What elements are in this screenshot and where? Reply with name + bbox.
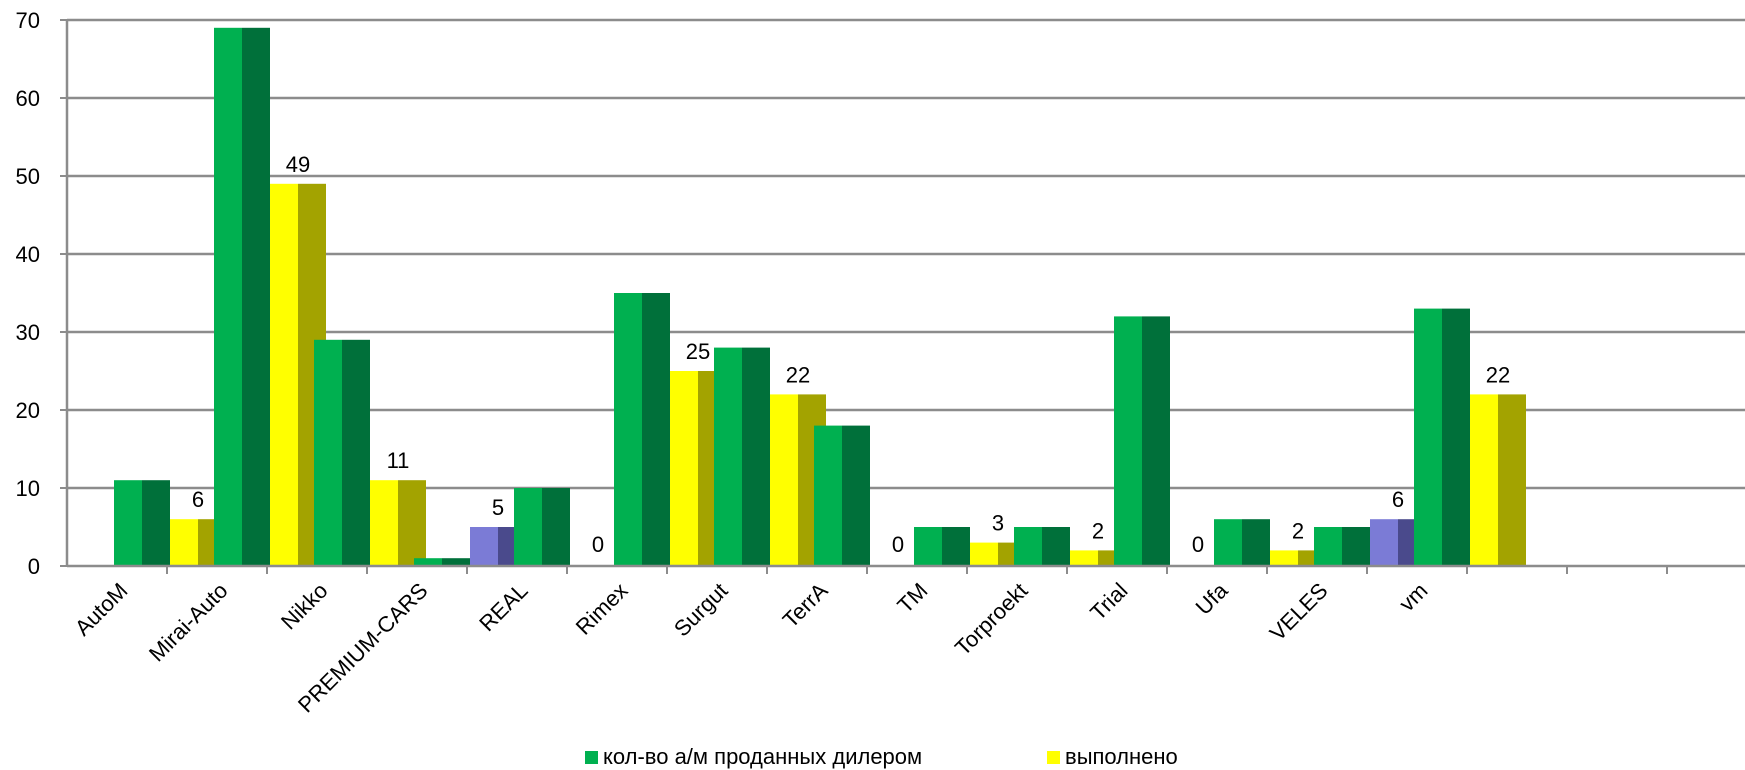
- x-tick-label: vm: [1394, 578, 1432, 616]
- bar-series-1-shade: [1242, 519, 1270, 566]
- bar-series-1-shade: [342, 339, 370, 566]
- x-tick-label: Torproekt: [950, 578, 1033, 661]
- legend: кол-во а/м проданных дилером выполнено: [0, 744, 1745, 770]
- bar-series-2-shade: [398, 480, 426, 566]
- legend-label-series-1: кол-во а/м проданных дилером: [603, 744, 923, 769]
- x-tick-label: VELES: [1265, 578, 1333, 646]
- bar-series-1: [1014, 527, 1042, 566]
- bar-series-1-shade: [642, 293, 670, 566]
- bar-series-2: [470, 527, 498, 566]
- bar-series-2: [1470, 394, 1498, 566]
- data-label: 6: [1392, 487, 1404, 512]
- y-tick-label: 70: [16, 8, 40, 33]
- x-tick-label: REAL: [474, 578, 532, 636]
- bar-series-2: [370, 480, 398, 566]
- bar-series-1: [114, 480, 142, 566]
- data-label: 49: [286, 152, 310, 177]
- y-tick-label: 30: [16, 320, 40, 345]
- legend-swatch-series-2: [1047, 750, 1060, 764]
- legend-item-series-1: кол-во а/м проданных дилером: [585, 744, 922, 770]
- x-tick-label: Ufa: [1191, 577, 1233, 619]
- bar-series-2: [970, 542, 998, 566]
- legend-swatch-series-1: [585, 750, 598, 764]
- x-tick-label: Surgut: [669, 578, 733, 642]
- data-label: 22: [786, 362, 810, 387]
- x-tick-label: Nikko: [276, 578, 333, 635]
- bar-series-1-shade: [142, 480, 170, 566]
- bar-series-1: [1414, 308, 1442, 566]
- bar-series-1: [814, 425, 842, 566]
- x-tick-label: Trial: [1085, 578, 1132, 625]
- bar-series-1: [914, 527, 942, 566]
- bar-series-1-shade: [742, 347, 770, 566]
- bar-series-1-shade: [1442, 308, 1470, 566]
- data-label: 0: [892, 532, 904, 557]
- bar-series-2: [270, 183, 298, 567]
- data-label: 25: [686, 339, 710, 364]
- bar-series-1: [514, 488, 542, 566]
- bar-series-1: [314, 339, 342, 566]
- data-labels: 6 49 11 5 0 25 22 0 3 2 0 2 6 22: [192, 152, 1510, 557]
- bar-series-1: [1214, 519, 1242, 566]
- data-label: 11: [387, 448, 410, 473]
- data-label: 6: [192, 487, 204, 512]
- y-tick-label: 10: [16, 476, 40, 501]
- legend-label-series-2: выполнено: [1065, 744, 1178, 769]
- bar-series-2: [770, 394, 798, 566]
- bar-series-1-shade: [942, 527, 970, 566]
- bar-series-1: [1114, 316, 1142, 566]
- data-label: 3: [992, 511, 1004, 536]
- bar-series-2: [170, 519, 198, 566]
- y-tick-label: 0: [28, 554, 40, 579]
- data-label: 0: [592, 532, 604, 557]
- bar-series-1-shade: [242, 27, 270, 567]
- legend-item-series-2: выполнено: [1047, 744, 1178, 770]
- bar-series-1-shade: [1342, 527, 1370, 566]
- bar-series-1-shade: [1142, 316, 1170, 566]
- x-tick-label: Mirai-Auto: [144, 578, 233, 667]
- x-tick-label: Rimex: [571, 578, 633, 640]
- bar-series-2: [1270, 550, 1298, 566]
- data-label: 2: [1292, 518, 1304, 543]
- bar-series-1-shade: [842, 425, 870, 566]
- data-label: 22: [1486, 362, 1510, 387]
- bar-series-2: [1370, 519, 1398, 566]
- y-tick-label: 50: [16, 164, 40, 189]
- bar-series-2: [1070, 550, 1098, 566]
- bar-series-1: [414, 558, 442, 566]
- x-tick-label: TM: [892, 578, 932, 618]
- y-tick-label: 40: [16, 242, 40, 267]
- x-tick-label: TerrA: [778, 578, 833, 633]
- bar-series-1-shade: [1042, 527, 1070, 566]
- y-tick-label: 60: [16, 86, 40, 111]
- bar-series-1: [714, 347, 742, 566]
- data-label: 2: [1092, 518, 1104, 543]
- x-tick-label: AutoM: [70, 578, 133, 641]
- bar-series-1-shade: [442, 558, 470, 566]
- data-label: 5: [492, 495, 504, 520]
- bar-series-2: [670, 371, 698, 566]
- bar-series-1: [614, 293, 642, 566]
- bar-series-1-shade: [542, 488, 570, 566]
- bar-series-2-shade: [1498, 394, 1526, 566]
- data-label: 0: [1192, 532, 1204, 557]
- y-tick-label: 20: [16, 398, 40, 423]
- bar-series-1: [214, 27, 242, 567]
- bars: [114, 27, 1526, 567]
- bar-series-1: [1314, 527, 1342, 566]
